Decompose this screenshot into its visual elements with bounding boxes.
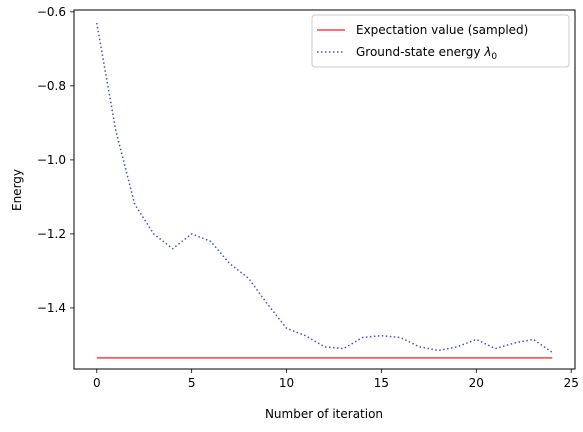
x-tick-label: 15 [374, 376, 389, 390]
series-line-ground-state [96, 22, 553, 353]
y-tick-label: −1.4 [37, 301, 66, 315]
series-lines [96, 22, 553, 359]
plot-area [73, 9, 576, 370]
legend: Expectation value (sampled) Ground-state… [311, 14, 570, 68]
x-tick-label: 10 [279, 376, 294, 390]
y-tick-label: −1.0 [37, 153, 66, 167]
legend-label-expectation: Expectation value (sampled) [356, 23, 528, 37]
x-tick-label: 20 [469, 376, 484, 390]
y-tick-label: −1.2 [37, 227, 66, 241]
x-tick-label: 25 [564, 376, 579, 390]
legend-frame [311, 14, 570, 68]
x-axis-label: Number of iteration [265, 407, 383, 421]
x-tick-label: 5 [188, 376, 196, 390]
y-axis-ticks: −1.4 −1.2 −1.0 −0.8 −0.6 [37, 5, 74, 315]
x-tick-label: 0 [93, 376, 101, 390]
x-axis-ticks: 0 5 10 15 20 25 [93, 369, 579, 390]
legend-label-ground-state: Ground-state energy λ0 [356, 45, 497, 62]
y-tick-label: −0.8 [37, 79, 66, 93]
y-tick-label: −0.6 [37, 5, 66, 19]
y-axis-label: Energy [10, 169, 24, 211]
